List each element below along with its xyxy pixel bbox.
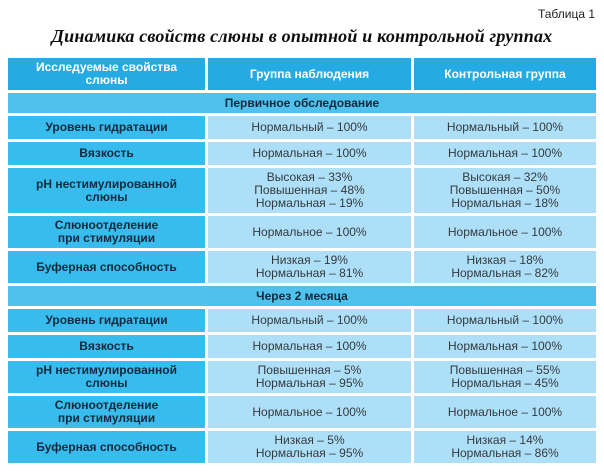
table-row: Уровень гидратации Нормальный – 100% Нор… xyxy=(8,116,596,139)
column-header-properties: Исследуемые свойства слюны xyxy=(8,58,205,90)
table-row: Буферная способность Низкая – 5% Нормаль… xyxy=(8,431,596,463)
observation-value-cell: Нормальный – 100% xyxy=(208,309,411,332)
control-value-cell: Нормальная – 100% xyxy=(414,142,596,165)
control-value-cell: Нормальная – 100% xyxy=(414,335,596,358)
section-row-after-2-months: Через 2 месяца xyxy=(8,286,596,306)
observation-value-cell: Нормальное – 100% xyxy=(208,216,411,248)
control-value-cell: Нормальное – 100% xyxy=(414,396,596,428)
property-cell: Слюноотделение при стимуляции xyxy=(8,396,205,428)
control-value-cell: Высокая – 32% Повышенная – 50% Нормальна… xyxy=(414,168,596,213)
section-title: Первичное обследование xyxy=(8,93,596,113)
observation-value-cell: Повышенная – 5% Нормальная – 95% xyxy=(208,361,411,393)
observation-value-cell: Нормальное – 100% xyxy=(208,396,411,428)
observation-value-cell: Нормальная – 100% xyxy=(208,335,411,358)
observation-value-cell: Низкая – 19% Нормальная – 81% xyxy=(208,251,411,283)
control-value-cell: Нормальный – 100% xyxy=(414,309,596,332)
property-cell: Вязкость xyxy=(8,335,205,358)
property-cell: Буферная способность xyxy=(8,251,205,283)
table-row: Слюноотделение при стимуляции Нормальное… xyxy=(8,396,596,428)
page-title: Динамика свойств слюны в опытной и контр… xyxy=(51,26,553,46)
section-row-initial-examination: Первичное обследование xyxy=(8,93,596,113)
control-value-cell: Нормальный – 100% xyxy=(414,116,596,139)
table-row: Вязкость Нормальная – 100% Нормальная – … xyxy=(8,335,596,358)
table-row: Буферная способность Низкая – 19% Нормал… xyxy=(8,251,596,283)
control-value-cell: Нормальное – 100% xyxy=(414,216,596,248)
observation-value-cell: Высокая – 33% Повышенная – 48% Нормальна… xyxy=(208,168,411,213)
table-row: pH нестимулированной слюны Высокая – 33%… xyxy=(8,168,596,213)
table-row: Слюноотделение при стимуляции Нормальное… xyxy=(8,216,596,248)
property-cell: Уровень гидратации xyxy=(8,309,205,332)
table-header-row: Исследуемые свойства слюны Группа наблюд… xyxy=(8,58,596,90)
property-cell: pH нестимулированной слюны xyxy=(8,361,205,393)
table-number-label: Таблица 1 xyxy=(537,7,595,21)
observation-value-cell: Нормальный – 100% xyxy=(208,116,411,139)
property-cell: Слюноотделение при стимуляции xyxy=(8,216,205,248)
table-row: pH нестимулированной слюны Повышенная – … xyxy=(8,361,596,393)
property-cell: Вязкость xyxy=(8,142,205,165)
section-title: Через 2 месяца xyxy=(8,286,596,306)
control-value-cell: Повышенная – 55% Нормальная – 45% xyxy=(414,361,596,393)
observation-value-cell: Низкая – 5% Нормальная – 95% xyxy=(208,431,411,463)
control-value-cell: Низкая – 14% Нормальная – 86% xyxy=(414,431,596,463)
control-value-cell: Низкая – 18% Нормальная – 82% xyxy=(414,251,596,283)
table-row: Вязкость Нормальная – 100% Нормальная – … xyxy=(8,142,596,165)
property-cell: pH нестимулированной слюны xyxy=(8,168,205,213)
table-row: Уровень гидратации Нормальный – 100% Нор… xyxy=(8,309,596,332)
column-header-observation-group: Группа наблюдения xyxy=(208,58,411,90)
observation-value-cell: Нормальная – 100% xyxy=(208,142,411,165)
column-header-control-group: Контрольная группа xyxy=(414,58,596,90)
saliva-properties-table: Исследуемые свойства слюны Группа наблюд… xyxy=(5,55,599,466)
property-cell: Буферная способность xyxy=(8,431,205,463)
property-cell: Уровень гидратации xyxy=(8,116,205,139)
